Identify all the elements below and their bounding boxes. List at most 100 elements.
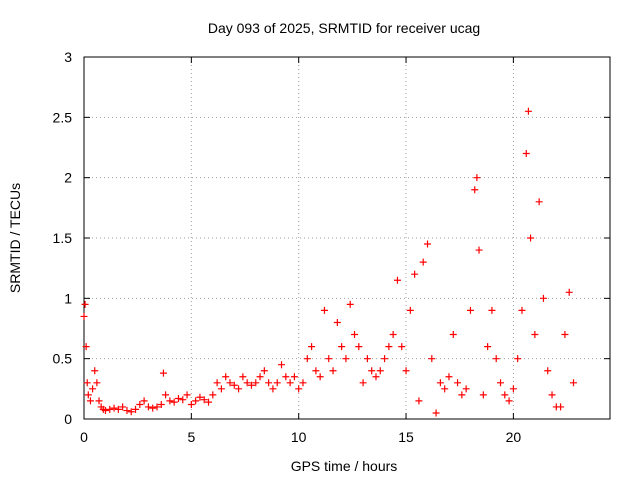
data-point-marker xyxy=(402,367,410,375)
data-point-marker xyxy=(286,379,294,387)
data-point-marker xyxy=(84,391,92,399)
data-point-marker xyxy=(436,379,444,387)
y-tick-label: 1.5 xyxy=(53,230,73,246)
data-point-marker xyxy=(157,401,165,409)
data-point-marker xyxy=(127,408,135,416)
data-point-marker xyxy=(269,385,277,393)
data-point-marker xyxy=(162,391,170,399)
data-point-marker xyxy=(372,373,380,381)
data-point-marker xyxy=(91,367,99,375)
y-tick-label: 3 xyxy=(64,49,72,65)
data-point-marker xyxy=(454,379,462,387)
data-points xyxy=(80,107,578,417)
data-point-marker xyxy=(479,391,487,399)
data-point-marker xyxy=(159,369,167,377)
data-point-marker xyxy=(342,355,350,363)
data-point-marker xyxy=(82,343,90,351)
data-point-marker xyxy=(539,294,547,302)
data-point-marker xyxy=(136,401,144,409)
x-axis-label: GPS time / hours xyxy=(291,458,398,474)
data-point-marker xyxy=(265,379,273,387)
data-point-marker xyxy=(86,397,94,405)
data-point-marker xyxy=(389,331,397,339)
data-point-marker xyxy=(351,331,359,339)
data-point-marker xyxy=(80,312,88,320)
data-point-marker xyxy=(509,385,517,393)
data-point-marker xyxy=(518,306,526,314)
axis-ticks: 0 5 10 15 20 0 0.5 1 1.5 2 2.5 3 xyxy=(53,49,610,445)
data-point-marker xyxy=(144,403,152,411)
data-point-marker xyxy=(406,306,414,314)
data-point-marker xyxy=(217,385,225,393)
data-point-marker xyxy=(95,397,103,405)
data-point-marker xyxy=(166,397,174,405)
data-point-marker xyxy=(200,396,208,404)
data-point-marker xyxy=(187,401,195,409)
data-point-marker xyxy=(535,198,543,206)
data-point-marker xyxy=(140,397,148,405)
data-point-marker xyxy=(252,379,260,387)
data-point-marker xyxy=(570,379,578,387)
data-point-marker xyxy=(179,396,187,404)
data-point-marker xyxy=(320,306,328,314)
data-point-marker xyxy=(475,246,483,254)
data-point-marker xyxy=(565,288,573,296)
data-point-marker xyxy=(222,373,230,381)
data-point-marker xyxy=(466,306,474,314)
data-point-marker xyxy=(561,331,569,339)
data-point-marker xyxy=(101,407,109,415)
y-tick-label: 0 xyxy=(64,411,72,427)
data-point-marker xyxy=(462,385,470,393)
data-point-marker xyxy=(213,379,221,387)
data-point-marker xyxy=(501,391,509,399)
data-point-marker xyxy=(325,355,333,363)
y-axis-label: SRMTID / TECUs xyxy=(7,183,23,293)
data-point-marker xyxy=(333,318,341,326)
data-point-marker xyxy=(548,391,556,399)
data-point-marker xyxy=(514,355,522,363)
data-point-marker xyxy=(209,391,217,399)
data-point-marker xyxy=(247,381,255,389)
data-point-marker xyxy=(338,343,346,351)
data-point-marker xyxy=(557,403,565,411)
data-point-marker xyxy=(114,405,122,413)
x-tick-label: 0 xyxy=(80,429,88,445)
data-point-marker xyxy=(544,367,552,375)
data-point-marker xyxy=(226,379,234,387)
data-point-marker xyxy=(346,300,354,308)
data-point-marker xyxy=(471,186,479,194)
x-tick-label: 10 xyxy=(291,429,307,445)
data-point-marker xyxy=(192,397,200,405)
data-point-marker xyxy=(445,373,453,381)
data-point-marker xyxy=(376,367,384,375)
data-point-marker xyxy=(522,150,530,158)
data-point-marker xyxy=(273,379,281,387)
data-point-marker xyxy=(488,306,496,314)
data-point-marker xyxy=(123,407,131,415)
data-point-marker xyxy=(303,355,311,363)
data-point-marker xyxy=(363,355,371,363)
data-point-marker xyxy=(368,367,376,375)
data-point-marker xyxy=(299,379,307,387)
data-point-marker xyxy=(428,355,436,363)
data-point-marker xyxy=(441,385,449,393)
data-point-marker xyxy=(119,403,127,411)
y-tick-label: 2 xyxy=(64,170,72,186)
data-point-marker xyxy=(458,391,466,399)
y-tick-label: 0.5 xyxy=(53,351,73,367)
data-point-marker xyxy=(415,397,423,405)
data-point-marker xyxy=(106,405,114,413)
data-point-marker xyxy=(312,367,320,375)
data-point-marker xyxy=(355,343,363,351)
x-tick-label: 20 xyxy=(506,429,522,445)
data-point-marker xyxy=(398,343,406,351)
data-point-marker xyxy=(278,361,286,369)
data-point-marker xyxy=(132,405,140,413)
y-tick-label: 2.5 xyxy=(53,109,73,125)
data-point-marker xyxy=(83,379,91,387)
data-point-marker xyxy=(411,270,419,278)
x-tick-label: 5 xyxy=(187,429,195,445)
chart-title: Day 093 of 2025, SRMTID for receiver uca… xyxy=(208,20,480,36)
data-point-marker xyxy=(153,403,161,411)
data-point-marker xyxy=(484,343,492,351)
